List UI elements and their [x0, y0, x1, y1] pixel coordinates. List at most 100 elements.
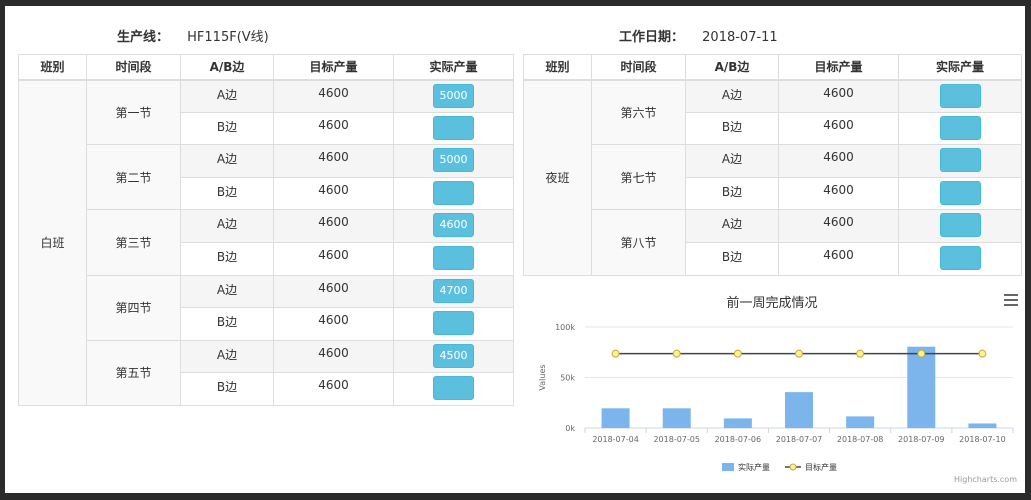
actual-output-button[interactable]: [433, 376, 474, 401]
target-cell: 4600: [778, 176, 899, 211]
period-cell: 第二节: [86, 144, 181, 211]
period-cell: 第四节: [86, 274, 181, 341]
actual-output-button[interactable]: [433, 245, 474, 270]
y-tick-label: 0k: [565, 424, 575, 433]
side-cell: A边: [685, 79, 779, 113]
side-cell: B边: [685, 111, 779, 146]
chart-bar: [662, 408, 691, 428]
chart-bar: [907, 346, 936, 428]
chart-credits[interactable]: Highcharts.com: [954, 475, 1017, 484]
target-point: [733, 349, 742, 358]
actual-cell: 4500: [393, 339, 514, 374]
shift-name-cell: 夜班: [523, 79, 592, 276]
x-tick-label: 2018-07-05: [653, 435, 700, 444]
actual-output-button[interactable]: [939, 213, 981, 238]
side-cell: A边: [180, 209, 274, 243]
actual-cell: [898, 111, 1022, 146]
col-shift: 班别: [523, 54, 592, 81]
chart-bar: [846, 416, 875, 428]
period-cell: 第七节: [591, 144, 686, 211]
legend-swatch-actual: [722, 463, 734, 471]
actual-output-button[interactable]: [939, 83, 981, 108]
target-cell: 4600: [273, 372, 394, 406]
actual-output-button[interactable]: 4700: [433, 278, 474, 303]
target-cell: 4600: [273, 339, 394, 374]
target-cell: 4600: [273, 307, 394, 341]
actual-output-button[interactable]: [433, 115, 474, 140]
x-tick-label: 2018-07-10: [959, 435, 1006, 444]
actual-output-button[interactable]: 5000: [433, 83, 474, 108]
legend-label-target: 目标产量: [805, 462, 837, 472]
actual-output-button[interactable]: [939, 115, 981, 140]
actual-cell: [898, 79, 1022, 113]
actual-output-button[interactable]: 4500: [433, 343, 474, 368]
actual-output-button[interactable]: [433, 311, 474, 336]
target-cell: 4600: [273, 241, 394, 276]
production-line-value: HF115F(V线): [187, 30, 269, 45]
production-line-info: 生产线： HF115F(V线): [117, 26, 269, 45]
table-row: B边 4600: [19, 241, 514, 276]
table-row: 第八节 A边 4600: [524, 209, 1022, 276]
target-point: [795, 349, 803, 358]
actual-output-button[interactable]: [433, 180, 474, 205]
table-header-row: 班别 时间段 A/B边 目标产量 实际产量: [523, 54, 1022, 81]
side-cell: A边: [180, 274, 274, 309]
actual-output-button[interactable]: [939, 180, 981, 205]
target-point: [611, 349, 620, 358]
actual-cell: [898, 209, 1022, 243]
actual-cell: 4700: [393, 274, 514, 309]
work-date-value: 2018-07-11: [702, 30, 778, 45]
table-row: 第二节 A边 4600 5000: [19, 144, 514, 211]
table-row: B边 4600: [19, 111, 514, 146]
actual-output-button[interactable]: [939, 245, 981, 270]
period-cell: 第一节: [86, 78, 181, 146]
table-row: B边 4600: [524, 111, 1022, 146]
side-cell: A边: [180, 339, 274, 374]
actual-output-button[interactable]: 5000: [433, 148, 474, 173]
period-cell: 第八节: [591, 209, 686, 276]
chart-bar: [723, 418, 752, 428]
col-side: A/B边: [180, 54, 274, 81]
actual-output-button[interactable]: 4600: [433, 213, 474, 238]
x-tick-label: 2018-07-08: [837, 435, 884, 444]
period-cell: 第六节: [591, 78, 686, 146]
actual-cell: 5000: [393, 144, 514, 178]
col-actual: 实际产量: [898, 54, 1022, 81]
actual-cell: 5000: [393, 79, 514, 113]
table-row: 第五节 A边 4600 4500: [19, 339, 514, 406]
actual-cell: [393, 372, 514, 406]
shift-name-cell: 白班: [18, 79, 87, 406]
actual-cell: [393, 241, 514, 276]
target-cell: 4600: [273, 79, 394, 113]
production-line-label: 生产线：: [117, 30, 170, 45]
day-shift-table: 班别 时间段 A/B边 目标产量 实际产量 白班 第一节 A边 4600 5000 B边 4…: [18, 54, 514, 406]
target-cell: 4600: [273, 209, 394, 243]
target-cell: 4600: [273, 144, 394, 178]
side-cell: A边: [180, 144, 274, 178]
col-target: 目标产量: [273, 54, 394, 81]
chart-title: 前一周完成情况: [726, 296, 818, 311]
side-cell: B边: [180, 307, 274, 341]
table-row: B边 4600: [524, 176, 1022, 211]
work-date-label: 工作日期：: [619, 30, 685, 45]
table-row: B边 4600: [19, 372, 514, 406]
table-header-row: 班别 时间段 A/B边 目标产量 实际产量: [18, 54, 514, 81]
hamburger-menu-icon[interactable]: [1004, 294, 1018, 306]
actual-output-button[interactable]: [939, 148, 981, 173]
x-tick-label: 2018-07-06: [715, 435, 762, 444]
x-tick-label: 2018-07-09: [898, 435, 945, 444]
target-point: [917, 349, 926, 358]
target-cell: 4600: [273, 111, 394, 146]
legend-label-actual: 实际产量: [738, 462, 770, 472]
actual-cell: [898, 176, 1022, 211]
target-cell: 4600: [778, 79, 899, 113]
col-period: 时间段: [591, 54, 686, 81]
target-cell: 4600: [778, 111, 899, 146]
table-row: B边 4600: [19, 176, 514, 211]
col-side: A/B边: [685, 54, 779, 81]
col-period: 时间段: [86, 54, 181, 81]
work-date-info: 工作日期： 2018-07-11: [619, 26, 778, 45]
table-row: B边 4600: [19, 307, 514, 341]
side-cell: B边: [180, 111, 274, 146]
target-point: [856, 349, 865, 358]
